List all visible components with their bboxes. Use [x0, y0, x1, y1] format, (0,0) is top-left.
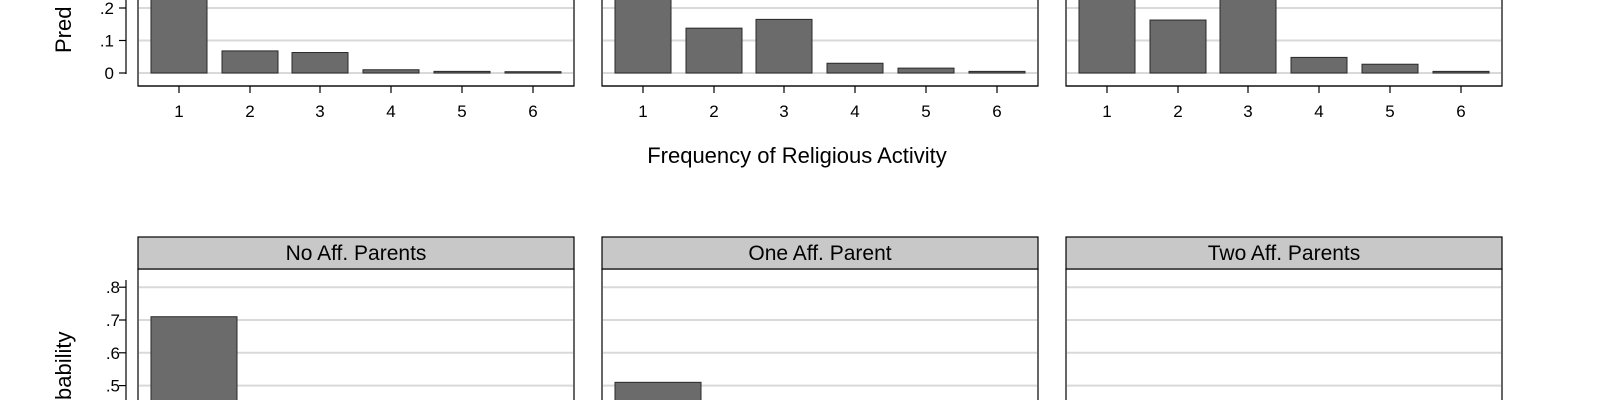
bar-top-p1-3 — [291, 52, 349, 74]
panel-strips: No Aff. Parents One Aff. Parent Two Aff. P… — [137, 236, 1503, 270]
bottom-panel-frame-3 — [1065, 268, 1503, 400]
x-tick-label: 2 — [709, 102, 718, 121]
bottom-panel-frame-2 — [601, 268, 1039, 400]
bottom-y-tick-label: .6 — [106, 344, 120, 363]
bar-top-p2-2 — [685, 27, 743, 74]
bar-top-p1-6 — [504, 71, 562, 74]
bar-top-p3-5 — [1361, 63, 1419, 74]
strip-label-1: No Aff. Parents — [286, 242, 427, 265]
bar-top-p2-5 — [897, 67, 955, 74]
bottom-y-tick-label: .8 — [106, 278, 120, 297]
strip-1 — [137, 236, 575, 270]
x-tick-label: 2 — [245, 102, 254, 121]
bar-top-p3-6 — [1432, 70, 1490, 74]
x-tick-label: 1 — [638, 102, 647, 121]
y-axis-title-bottom: bability — [51, 332, 76, 400]
bar-top-p3-4 — [1290, 56, 1348, 74]
x-tick-label: 3 — [315, 102, 324, 121]
bar-top-p1-5 — [433, 70, 491, 74]
strip-label-2: One Aff. Parent — [748, 242, 891, 265]
x-tick-label: 3 — [779, 102, 788, 121]
top-y-tick-label: 0 — [105, 64, 114, 83]
x-tick-label: 6 — [992, 102, 1001, 121]
top-y-tick-label: .1 — [100, 32, 114, 51]
bar-top-p1-2 — [221, 50, 279, 74]
bar-top-p2-3 — [755, 18, 813, 74]
x-tick-label: 6 — [1456, 102, 1465, 121]
bar-top-p2-4 — [826, 62, 884, 74]
bar-top-p1-1 — [150, 0, 208, 74]
strip-3 — [1065, 236, 1503, 270]
tick-labels: 1 2 3 4 5 6 1 2 3 4 5 6 1 2 3 4 5 6 0 .1 .2 .5 .6 .7 .8 — [100, 0, 1466, 396]
bar-bottom-p2-1 — [614, 381, 702, 400]
x-tick-label: 5 — [457, 102, 466, 121]
y-axis-title-top: Pred — [51, 7, 76, 53]
bar-top-p1-4 — [362, 69, 420, 74]
bar-top-p3-2 — [1149, 19, 1207, 74]
x-tick-label: 5 — [921, 102, 930, 121]
bar-top-p2-1 — [614, 0, 672, 74]
x-axis-title: Frequency of Religious Activity — [647, 143, 947, 168]
axes — [119, 0, 1502, 400]
top-y-tick-label: .2 — [100, 0, 114, 18]
bar-top-p3-3 — [1219, 0, 1277, 74]
strip-2 — [601, 236, 1039, 270]
bar-top-p2-6 — [968, 70, 1026, 74]
x-tick-label: 3 — [1243, 102, 1252, 121]
bars — [150, 0, 1490, 400]
bar-bottom-p1-1 — [150, 316, 238, 400]
x-tick-label: 1 — [174, 102, 183, 121]
bottom-y-tick-label: .5 — [106, 377, 120, 396]
x-tick-label: 6 — [528, 102, 537, 121]
bar-top-p3-1 — [1078, 0, 1136, 74]
x-tick-label: 4 — [850, 102, 859, 121]
x-tick-label: 4 — [386, 102, 395, 121]
bottom-y-tick-label: .7 — [106, 311, 120, 330]
x-tick-label: 1 — [1102, 102, 1111, 121]
x-tick-label: 5 — [1385, 102, 1394, 121]
x-tick-label: 2 — [1173, 102, 1182, 121]
strip-label-3: Two Aff. Parents — [1208, 242, 1361, 265]
x-tick-label: 4 — [1314, 102, 1323, 121]
